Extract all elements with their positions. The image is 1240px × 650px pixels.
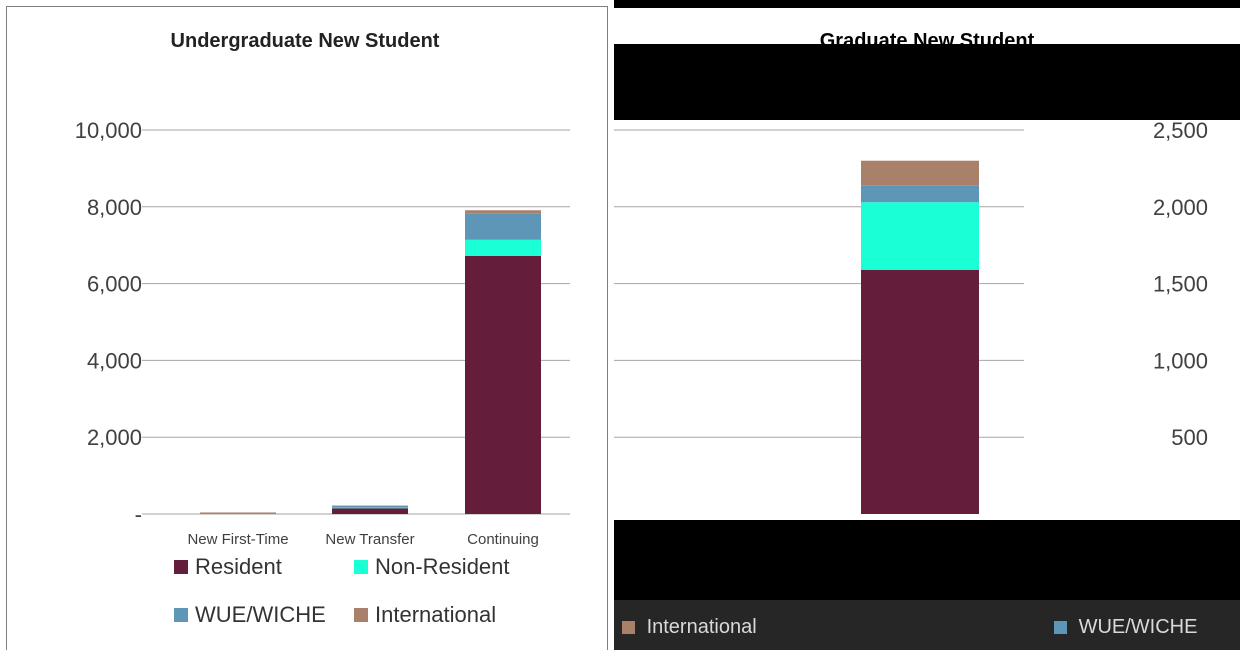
legend-item-wue-wiche: WUE/WICHE — [174, 602, 326, 628]
legend-swatch-international — [354, 608, 368, 622]
legend-label-international: International — [646, 616, 757, 638]
bar-segment-non-resident — [465, 239, 541, 256]
bar-segment-wue-wiche — [332, 505, 408, 508]
bar-segment-non-resident — [861, 202, 979, 270]
bar-segment-international — [861, 160, 979, 186]
legend-label-non-resident: Non-Resident — [375, 554, 510, 579]
bar-segment-wue-wiche — [861, 185, 979, 203]
y-tick-label: - — [135, 502, 142, 527]
y-tick-label: 2,500 — [1153, 118, 1208, 143]
bar-segment-international — [465, 210, 541, 214]
legend-swatch-resident — [174, 560, 188, 574]
y-tick-label: 2,000 — [1153, 195, 1208, 220]
chart-frame — [6, 6, 608, 650]
legend-item-wue-wiche: WUE/WICHE — [1054, 616, 1197, 639]
undergraduate-chart-panel: Undergraduate New Student - 2,000 4,000 6,0… — [0, 0, 610, 650]
undergraduate-chart-svg: - 2,000 4,000 6,000 8,000 10,000 New First-Tim… — [75, 118, 570, 548]
legend-swatch-international — [622, 621, 635, 635]
y-tick-label: 4,000 — [87, 348, 142, 373]
bar-segment-resident — [465, 255, 541, 514]
x-tick-label: New First-Time — [187, 531, 288, 548]
legend-swatch-wue-wiche — [1054, 621, 1067, 635]
chart-title: Undergraduate New Student — [170, 30, 440, 52]
legend-label-international: International — [375, 602, 497, 627]
x-tick-label: New Transfer — [325, 531, 414, 548]
bar-segment-wue-wiche — [465, 213, 541, 240]
x-tick-label: Continuing — [467, 531, 539, 548]
graduate-chart-svg: 500 1,000 1,500 2,000 2,500 — [614, 118, 1208, 514]
plot-area — [614, 120, 1098, 520]
chart-header — [614, 8, 1240, 44]
chart-title: Graduate New Student — [819, 30, 1035, 52]
legend-label-wue-wiche: WUE/WICHE — [1078, 616, 1198, 638]
bar-segment-resident — [861, 269, 979, 514]
y-tick-label: 1,500 — [1153, 272, 1208, 297]
legend-item-non-resident: Non-Resident — [354, 554, 510, 580]
legend-item-international: International — [622, 616, 757, 639]
legend-item-resident: Resident — [174, 554, 282, 580]
bar-segment-international — [332, 505, 408, 507]
bar-segment-resident — [332, 508, 408, 514]
y-tick-label: 8,000 — [87, 195, 142, 220]
legend-label-wue-wiche: WUE/WICHE — [195, 602, 326, 627]
bar-segment-non-resident — [332, 507, 408, 509]
legend-swatch-non-resident — [354, 560, 368, 574]
y-tick-label: 10,000 — [75, 118, 142, 143]
y-tick-label: 6,000 — [87, 272, 142, 297]
legend-swatch-wue-wiche — [174, 608, 188, 622]
bar-segment-international — [200, 512, 276, 514]
y-tick-label: 500 — [1171, 425, 1208, 450]
axis-area — [1098, 120, 1240, 520]
graduate-chart-panel: Graduate New Student 500 1,000 1,500 2,000 2… — [614, 0, 1240, 650]
y-tick-label: 2,000 — [87, 425, 142, 450]
legend-item-international: International — [354, 602, 496, 628]
legend-label-resident: Resident — [195, 554, 282, 579]
legend-area — [614, 600, 1240, 650]
y-tick-label: 1,000 — [1153, 348, 1208, 373]
